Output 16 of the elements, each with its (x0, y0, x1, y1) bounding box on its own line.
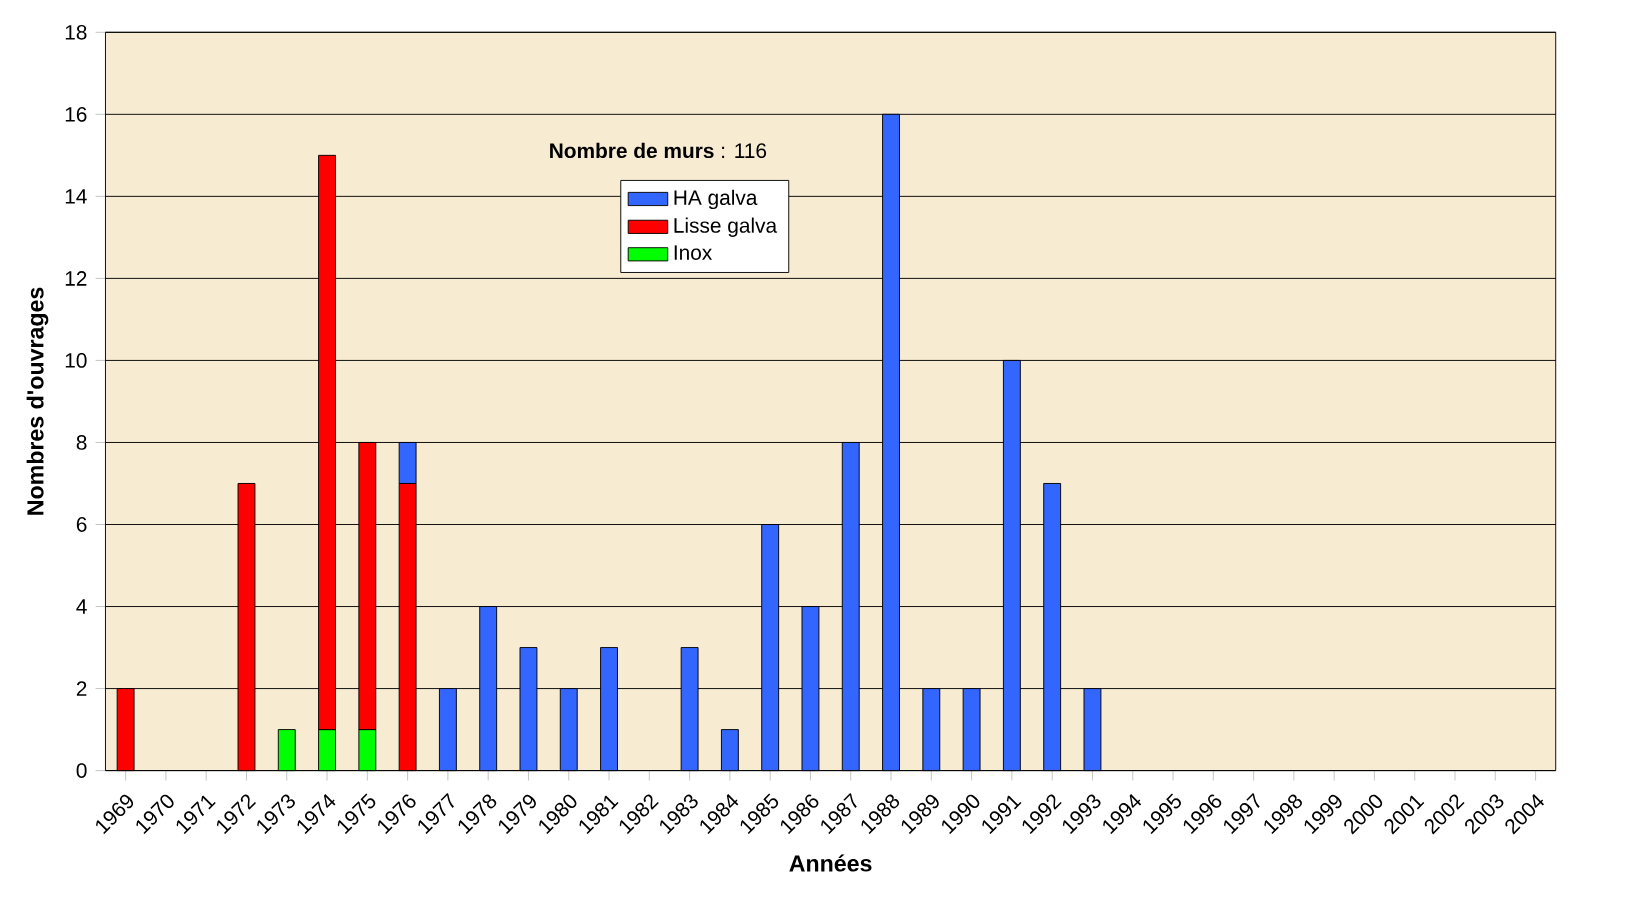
annotation: Nombre de murs : 116 (550, 142, 767, 158)
y-tick-label: 8 (76, 434, 87, 450)
legend-label: Inox (674, 245, 713, 260)
y-tick-label: 0 (76, 763, 87, 778)
y-tick-label: 14 (65, 189, 87, 204)
y-tick-label: 18 (65, 24, 87, 40)
y-tick-label: 12 (65, 271, 87, 286)
y-tick-label: 10 (65, 352, 87, 368)
y-tick-label: 16 (65, 106, 87, 122)
legend-label: HA galva (674, 189, 758, 210)
legend-label: Lisse galva (674, 217, 778, 237)
y-tick-label: 6 (76, 517, 87, 532)
y-tick-label: 4 (76, 599, 87, 614)
y-axis-title: Nombres d'ouvrages (26, 287, 49, 515)
y-tick-label: 2 (76, 681, 87, 696)
x-axis-title: Années (789, 854, 872, 872)
